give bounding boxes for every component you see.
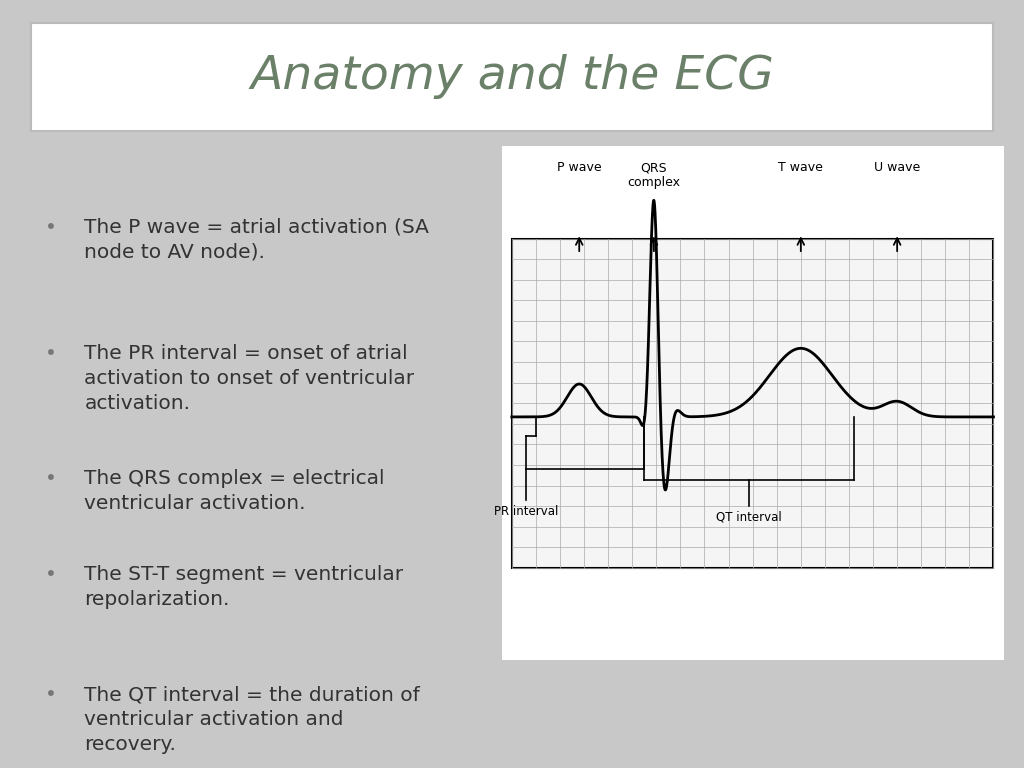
Text: •: • (45, 469, 57, 488)
Text: •: • (45, 218, 57, 237)
Text: •: • (45, 685, 57, 704)
Bar (512, 239, 993, 568)
Text: QT interval: QT interval (716, 511, 782, 524)
Text: Anatomy and the ECG: Anatomy and the ECG (250, 55, 774, 99)
Text: QRS
complex: QRS complex (628, 161, 680, 190)
Text: U wave: U wave (874, 161, 921, 174)
Text: P wave: P wave (557, 161, 601, 174)
Text: PR interval: PR interval (494, 505, 558, 518)
Text: •: • (45, 565, 57, 584)
Text: T wave: T wave (778, 161, 823, 174)
Text: The PR interval = onset of atrial
activation to onset of ventricular
activation.: The PR interval = onset of atrial activa… (84, 343, 415, 412)
Text: The P wave = atrial activation (SA
node to AV node).: The P wave = atrial activation (SA node … (84, 218, 429, 262)
Text: The QT interval = the duration of
ventricular activation and
recovery.: The QT interval = the duration of ventri… (84, 685, 420, 754)
Text: The QRS complex = electrical
ventricular activation.: The QRS complex = electrical ventricular… (84, 469, 385, 513)
Text: The ST-T segment = ventricular
repolarization.: The ST-T segment = ventricular repolariz… (84, 565, 403, 609)
Text: •: • (45, 343, 57, 362)
